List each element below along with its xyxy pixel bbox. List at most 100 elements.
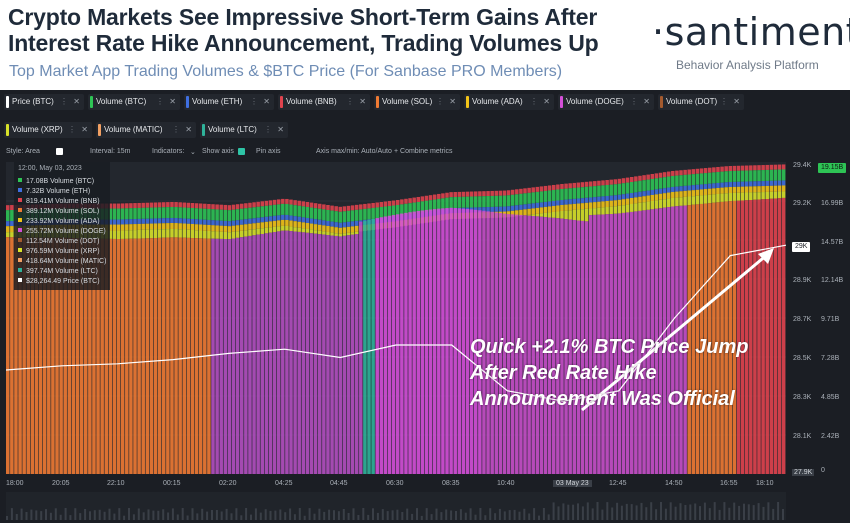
close-icon[interactable]: ✕ [543, 97, 550, 106]
volume-bar [289, 199, 293, 205]
close-icon[interactable]: ✕ [81, 125, 88, 134]
close-icon[interactable]: ✕ [169, 97, 176, 106]
navigator-bar [328, 509, 331, 520]
more-icon[interactable]: ⋮ [68, 125, 76, 134]
tab-volume-doge[interactable]: Volume (DOGE) ⋮ ✕ [558, 94, 654, 110]
volume-bar [580, 203, 585, 210]
volume-bar [650, 200, 655, 210]
volume-bar [342, 206, 347, 212]
volume-bar [326, 225, 330, 232]
volume-bar [519, 214, 523, 474]
volume-bar [6, 221, 10, 227]
tab-volume-ada[interactable]: Volume (ADA) ⋮ ✕ [464, 94, 554, 110]
axis-minmax-select[interactable]: Axis max/min: Auto/Auto [316, 148, 392, 155]
close-icon[interactable]: ✕ [359, 97, 366, 106]
volume-bar [625, 212, 630, 474]
volume-bar [474, 209, 478, 474]
volume-bar [387, 201, 392, 207]
navigator-bar [98, 509, 101, 520]
more-icon[interactable]: ⋮ [346, 97, 354, 106]
close-icon[interactable]: ✕ [277, 125, 284, 134]
volume-bar [740, 181, 745, 187]
show-axis-toggle[interactable]: Show axis [202, 148, 234, 155]
tab-volume-matic[interactable]: Volume (MATIC) ⋮ ✕ [96, 122, 196, 138]
volume-bar [379, 217, 384, 474]
volume-bar [104, 238, 109, 474]
volume-bar [568, 199, 572, 205]
volume-bar [190, 238, 195, 474]
volume-bar [757, 186, 761, 193]
volume-bar [256, 234, 260, 474]
tab-volume-bnb[interactable]: Volume (BNB) ⋮ ✕ [278, 94, 370, 110]
volume-bar [412, 211, 416, 474]
volume-bar [630, 193, 634, 198]
more-icon[interactable]: ⋮ [172, 125, 180, 134]
volume-bar [703, 173, 708, 185]
tab-label: Volume (BTC) [96, 97, 147, 106]
interval-select[interactable]: Interval: 15m [90, 148, 131, 155]
volume-bar [371, 218, 375, 474]
tab-label: Volume (DOGE) [566, 97, 624, 106]
range-navigator[interactable] [6, 492, 786, 520]
volume-bar [584, 186, 589, 198]
tab-volume-eth[interactable]: Volume (ETH) ⋮ ✕ [184, 94, 274, 110]
indicators-select[interactable]: Indicators: [152, 148, 185, 155]
style-toggle[interactable]: ⌄ [56, 148, 63, 156]
volume-bar [634, 192, 638, 198]
more-icon[interactable]: ⋮ [250, 97, 258, 106]
legend-swatch [18, 208, 22, 212]
close-icon[interactable]: ✕ [185, 125, 192, 134]
more-icon[interactable]: ⋮ [436, 97, 444, 106]
volume-bar [309, 207, 314, 219]
santiment-logo: ·santiment· [652, 10, 850, 54]
navigator-bar [250, 514, 252, 520]
volume-bar [391, 215, 396, 474]
navigator-bar [703, 502, 706, 520]
volume-bar [646, 201, 650, 210]
volume-bar [268, 232, 273, 474]
volume-bar [149, 207, 154, 219]
close-icon[interactable]: ✕ [73, 97, 80, 106]
volume-bar [552, 200, 556, 206]
volume-bar [482, 210, 486, 474]
volume-bar [289, 215, 293, 221]
tab-volume-ltc[interactable]: Volume (LTC) ⋮ ✕ [200, 122, 288, 138]
more-icon[interactable]: ⋮ [630, 97, 638, 106]
more-icon[interactable]: ⋮ [530, 97, 538, 106]
volume-bar [753, 186, 757, 193]
navigator-bar [186, 515, 189, 520]
volume-bar [240, 237, 244, 474]
tab-price-btc[interactable]: Price (BTC) ⋮ ✕ [4, 94, 84, 110]
close-icon[interactable]: ✕ [449, 97, 456, 106]
tab-volume-xrp[interactable]: Volume (XRP) ⋮ ✕ [4, 122, 92, 138]
more-icon[interactable]: ⋮ [156, 97, 164, 106]
close-icon[interactable]: ✕ [733, 97, 740, 106]
volume-bar [593, 208, 597, 215]
volume-bar [740, 200, 745, 474]
volume-bar [6, 237, 10, 474]
tab-volume-dot[interactable]: Volume (DOT) ⋮ ✕ [658, 94, 744, 110]
volume-bar [613, 195, 618, 201]
tab-volume-sol[interactable]: Volume (SOL) ⋮ ✕ [374, 94, 460, 110]
volume-bar [728, 193, 733, 202]
close-icon[interactable]: ✕ [263, 97, 270, 106]
volume-bar [724, 187, 728, 194]
close-icon[interactable]: ✕ [643, 97, 650, 106]
more-icon[interactable]: ⋮ [60, 97, 68, 106]
pin-axis-toggle[interactable]: Pin axis [256, 148, 281, 155]
navigator-bar [699, 506, 701, 520]
more-icon[interactable]: ⋮ [264, 125, 272, 134]
volume-bar [642, 210, 646, 474]
indicators-chevron-icon[interactable]: ⌄ [190, 149, 196, 156]
chart-plot-area[interactable]: 12:00, May 03, 2023 17.08B Volume (BTC) … [6, 162, 786, 474]
volume-bar [420, 196, 425, 202]
volume-bar [120, 224, 125, 231]
combine-metrics-button[interactable]: + Combine metrics [394, 148, 453, 155]
volume-bar [149, 223, 154, 230]
style-select[interactable]: Style: Area [6, 148, 40, 155]
volume-tick: 9.71B [821, 316, 840, 323]
tab-volume-btc[interactable]: Volume (BTC) ⋮ ✕ [88, 94, 180, 110]
volume-bar [334, 206, 338, 212]
more-icon[interactable]: ⋮ [720, 97, 728, 106]
volume-bar [744, 200, 749, 474]
